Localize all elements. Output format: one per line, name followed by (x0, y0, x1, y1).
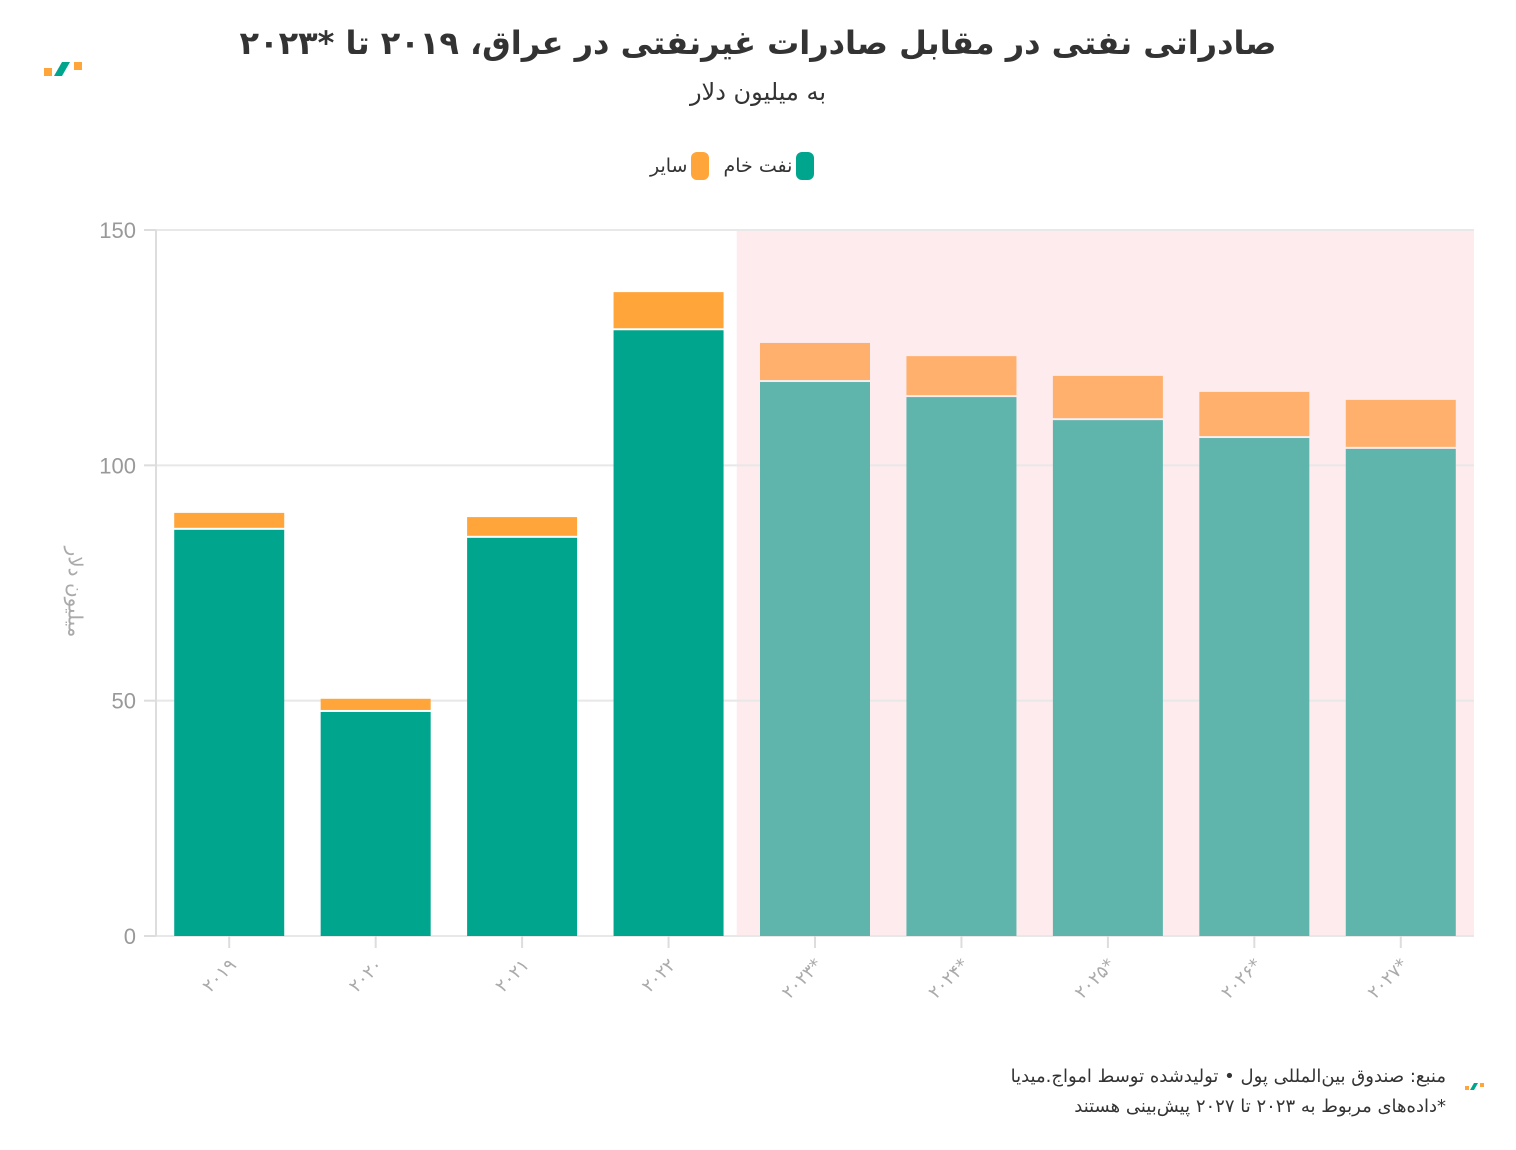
bar-other (1052, 375, 1163, 419)
x-tick-label: ۲۰۱۹ (199, 955, 241, 997)
bar-other (613, 292, 724, 329)
bar-crude (1052, 420, 1163, 937)
bar-other (320, 698, 431, 710)
bar-crude (320, 711, 431, 936)
legend: نفت خام سایر (650, 152, 815, 180)
x-tick-label: ۲۰۲۲ (638, 955, 680, 997)
y-tick-label: 150 (99, 218, 136, 243)
legend-swatch-crude (796, 152, 815, 180)
legend-label-other: سایر (650, 155, 688, 177)
bar-crude (906, 397, 1017, 936)
bar-other (760, 342, 870, 381)
x-tick-label: ۲۰۲۴* (924, 955, 973, 1004)
bar-crude (613, 330, 724, 936)
legend-item-other[interactable]: سایر (650, 152, 710, 180)
legend-swatch-other (691, 152, 710, 180)
forecast-note: *داده‌های مربوط به ۲۰۲۳ تا ۲۰۲۷ پیش‌بینی… (1074, 1096, 1446, 1117)
bar-other (174, 512, 285, 528)
footer-logo-icon (1465, 1083, 1484, 1090)
bar-crude (1345, 448, 1456, 936)
x-tick-label: ۲۰۲۵* (1071, 955, 1120, 1004)
legend-label-crude: نفت خام (723, 155, 793, 177)
logo-icon (44, 62, 82, 76)
bar-other (1199, 391, 1310, 437)
x-tick-label: ۲۰۲۷* (1364, 955, 1413, 1004)
y-tick-label: 50 (112, 689, 136, 714)
x-tick-label: ۲۰۲۳* (778, 955, 827, 1004)
footer: منبع: صندوق بین‌المللی پول • تولیدشده تو… (1011, 1062, 1446, 1122)
x-tick-label: ۲۰۲۱ (491, 955, 533, 997)
bar-crude (174, 529, 285, 936)
chart-title: صادراتی نفتی در مقابل صادرات غیرنفتی در … (239, 24, 1277, 62)
bar-crude (1199, 438, 1310, 936)
y-tick-label: 100 (99, 453, 136, 478)
bar-other (906, 356, 1017, 396)
y-tick-label: 0 (124, 924, 136, 949)
x-tick-label: ۲۰۲۰ (345, 955, 387, 997)
legend-item-crude[interactable]: نفت خام (723, 152, 815, 180)
bar-crude (467, 537, 578, 936)
source-text: منبع: صندوق بین‌المللی پول • تولیدشده تو… (1010, 1066, 1446, 1087)
chart-subtitle: به میلیون دلار (689, 78, 827, 106)
bar-other (467, 517, 578, 536)
x-tick-label: ۲۰۲۶* (1217, 955, 1266, 1004)
bar-crude (760, 382, 870, 936)
bar-other (1345, 399, 1456, 447)
